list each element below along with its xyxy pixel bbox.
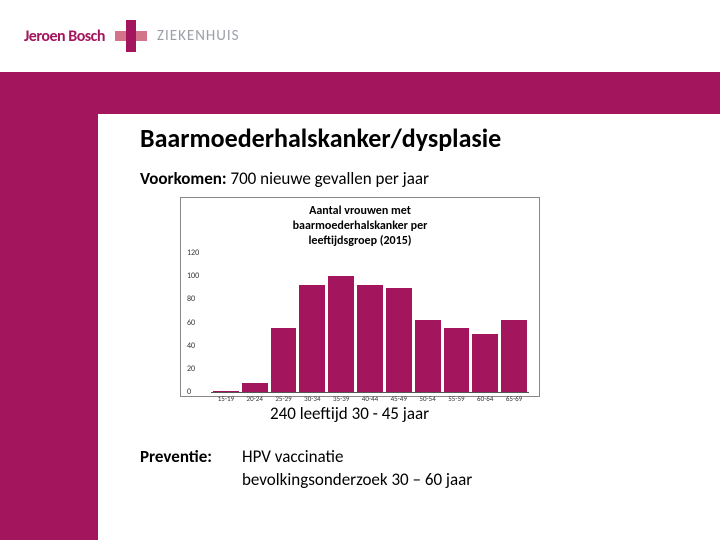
cross-icon — [113, 18, 149, 54]
preventie-label: Preventie: — [140, 446, 212, 492]
chart-bars — [211, 253, 529, 392]
chart-bar — [213, 391, 239, 392]
hospital-logo: Jeroen Bosch ZIEKENHUIS — [24, 18, 240, 54]
preventie-row: Preventie: HPV vaccinatie bevolkingsonde… — [140, 446, 700, 492]
chart-plot-area: 020406080100120 — [211, 253, 529, 393]
chart-title: Aantal vrouwen met baarmoederhalskanker … — [187, 204, 533, 249]
chart-bar — [415, 320, 441, 392]
logo-brand-first: Jeroen — [24, 27, 65, 46]
chart-xtick: 20-24 — [242, 393, 268, 403]
chart-xtick: 40-44 — [357, 393, 383, 403]
chart-bar — [271, 328, 297, 392]
chart-title-l2: baarmoederhalskanker per — [187, 219, 533, 234]
chart-xtick: 35-39 — [328, 393, 354, 403]
header-accent-bar — [0, 72, 720, 114]
chart-bar — [299, 285, 325, 392]
chart-ytick: 20 — [187, 364, 195, 374]
chart-xtick: 65-69 — [501, 393, 527, 403]
chart-bar — [242, 383, 268, 392]
logo-subtitle: ZIEKENHUIS — [157, 27, 240, 45]
chart-bar — [328, 276, 354, 392]
age-chart: Aantal vrouwen met baarmoederhalskanker … — [180, 197, 540, 397]
voorkomen-line: Voorkomen: 700 nieuwe gevallen per jaar — [140, 168, 700, 189]
preventie-body: HPV vaccinatie bevolkingsonderzoek 30 – … — [242, 446, 472, 492]
preventie-line1: HPV vaccinatie — [242, 446, 472, 469]
chart-ytick: 60 — [187, 318, 195, 328]
logo-brand: Jeroen Bosch — [24, 27, 105, 46]
chart-title-l1: Aantal vrouwen met — [187, 204, 533, 219]
chart-ytick: 100 — [187, 271, 199, 281]
slide-content: Baarmoederhalskanker/dysplasie Voorkomen… — [140, 122, 700, 492]
chart-xtick: 30-34 — [299, 393, 325, 403]
chart-xtick: 50-54 — [415, 393, 441, 403]
chart-xtick: 55-59 — [444, 393, 470, 403]
chart-ytick: 0 — [187, 387, 191, 397]
chart-xticks: 15-1920-2425-2930-3435-3940-4445-4950-54… — [211, 393, 529, 403]
chart-bar — [472, 334, 498, 392]
chart-subline: 240 leeftijd 30 - 45 jaar — [270, 403, 700, 424]
logo-brand-second: Bosch — [68, 27, 105, 46]
chart-ytick: 120 — [187, 248, 199, 258]
voorkomen-label: Voorkomen: — [140, 168, 227, 189]
slide-header: Jeroen Bosch ZIEKENHUIS — [0, 0, 720, 72]
chart-ytick: 40 — [187, 341, 195, 351]
page-title: Baarmoederhalskanker/dysplasie — [140, 122, 700, 154]
chart-bar — [444, 328, 470, 392]
chart-bar — [386, 288, 412, 392]
preventie-line2: bevolkingsonderzoek 30 – 60 jaar — [242, 469, 472, 492]
left-accent-bar — [0, 114, 98, 540]
chart-xtick: 60-64 — [472, 393, 498, 403]
chart-bar — [357, 285, 383, 392]
chart-xtick: 15-19 — [213, 393, 239, 403]
chart-xtick: 45-49 — [386, 393, 412, 403]
chart-ytick: 80 — [187, 294, 195, 304]
voorkomen-text: 700 nieuwe gevallen per jaar — [230, 168, 429, 189]
chart-bar — [501, 320, 527, 392]
chart-title-l3: leeftijdsgroep (2015) — [187, 234, 533, 249]
chart-xtick: 25-29 — [271, 393, 297, 403]
